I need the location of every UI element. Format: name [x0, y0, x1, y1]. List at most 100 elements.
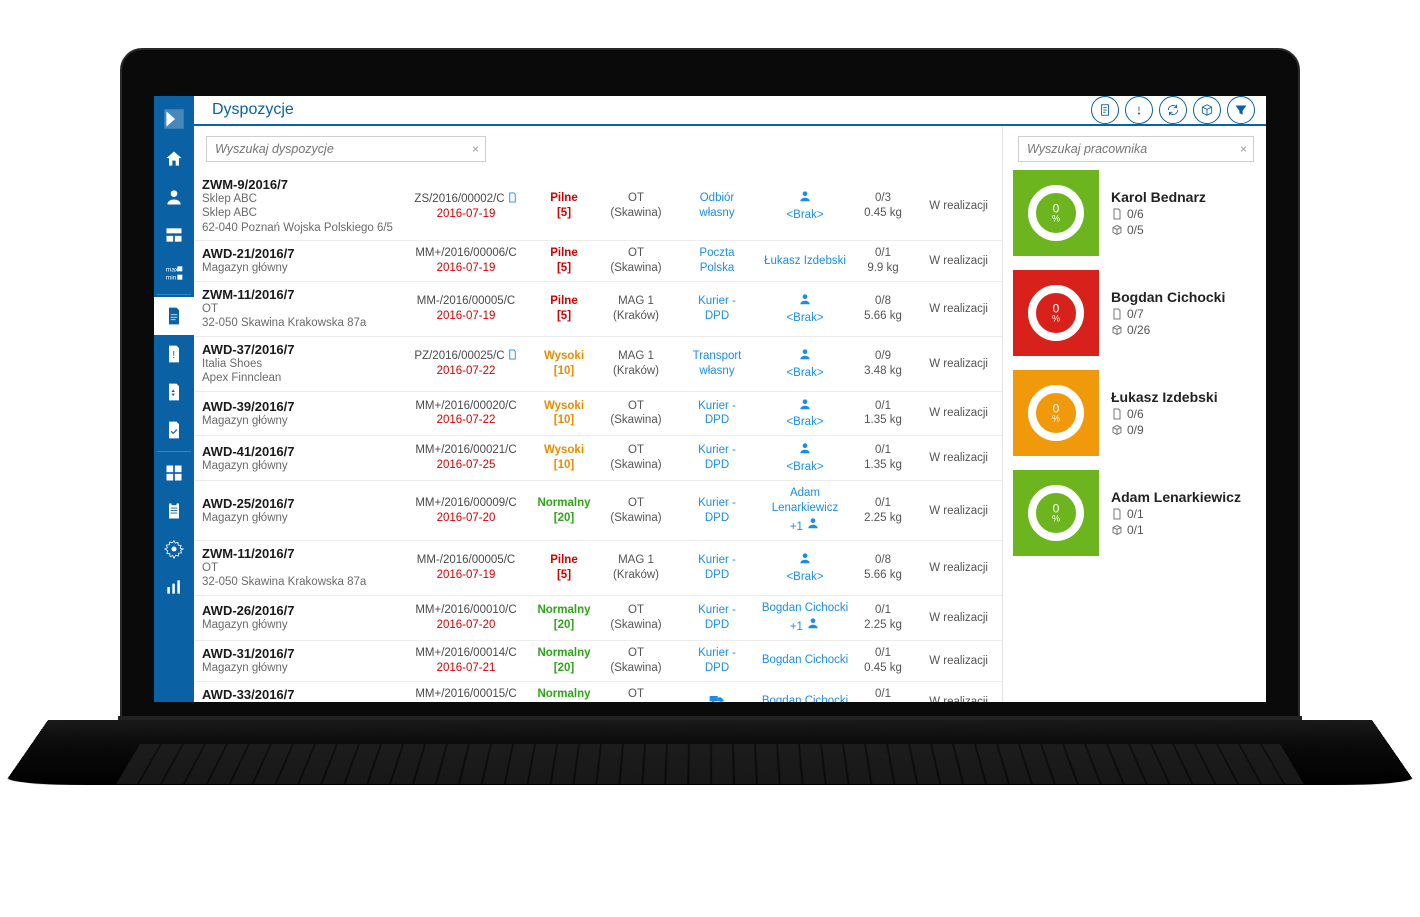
- quantity: 0/19.9 kg: [854, 246, 912, 276]
- disposition-search-input[interactable]: [207, 137, 485, 161]
- header-btn-refresh[interactable]: [1159, 96, 1187, 124]
- source-document: MM+/2016/00015/C 2016-07-21: [402, 687, 530, 702]
- page-header: Dyspozycje: [194, 96, 1266, 126]
- worker-info: Adam Lenarkiewicz 0/1 0/1: [1111, 489, 1241, 537]
- assigned-worker: Bogdan Cichocki: [760, 694, 850, 702]
- assigned-worker: <Brak>: [760, 397, 850, 431]
- header-btn-alert[interactable]: [1125, 96, 1153, 124]
- worker-card[interactable]: 0% Adam Lenarkiewicz 0/1 0/1: [1013, 470, 1259, 556]
- header-btn-box[interactable]: [1193, 96, 1221, 124]
- source-document: MM+/2016/00020/C 2016-07-22: [402, 399, 530, 429]
- priority-badge: Normalny[20]: [534, 646, 594, 676]
- assigned-worker: <Brak>: [760, 441, 850, 475]
- sidebar-item-grid[interactable]: [154, 454, 194, 492]
- disposition-row[interactable]: AWD-26/2016/7 Magazyn główny MM+/2016/00…: [194, 596, 1002, 641]
- worker-boxes-stat: 0/5: [1111, 223, 1206, 237]
- sidebar-item-minmax[interactable]: maxmin: [154, 254, 194, 292]
- disposition-row[interactable]: AWD-39/2016/7 Magazyn główny MM+/2016/00…: [194, 392, 1002, 437]
- quantity: 0/85.66 kg: [854, 294, 912, 324]
- header-btn-document[interactable]: [1091, 96, 1119, 124]
- sidebar-item-settings[interactable]: [154, 530, 194, 568]
- source-document: MM+/2016/00021/C 2016-07-25: [402, 443, 530, 473]
- sidebar-item-user[interactable]: [154, 178, 194, 216]
- sidebar-item-doc-check[interactable]: [154, 411, 194, 449]
- disposition-row[interactable]: AWD-31/2016/7 Magazyn główny MM+/2016/00…: [194, 641, 1002, 682]
- header-btn-filter[interactable]: [1227, 96, 1255, 124]
- disposition-row[interactable]: AWD-33/2016/7 Magazyn główny MM+/2016/00…: [194, 682, 1002, 702]
- quantity: 0/30.45 kg: [854, 191, 912, 221]
- shipping-method: Transportwłasny: [678, 349, 756, 379]
- status: W realizacji: [916, 655, 992, 667]
- sidebar-divider: [157, 294, 191, 295]
- worker-name: Adam Lenarkiewicz: [1111, 489, 1241, 505]
- header-actions: [1091, 96, 1255, 124]
- source-document: MM+/2016/00010/C 2016-07-20: [402, 603, 530, 633]
- app-screen: maxmin ! Dyspozycje: [154, 96, 1266, 702]
- disposition-row[interactable]: AWD-25/2016/7 Magazyn główny MM+/2016/00…: [194, 481, 1002, 541]
- worker-progress-tile: 0%: [1013, 470, 1099, 556]
- disposition-id: AWD-33/2016/7 Magazyn główny: [202, 687, 398, 702]
- sidebar-item-home[interactable]: [154, 140, 194, 178]
- worker-boxes-stat: 0/9: [1111, 423, 1218, 437]
- assigned-worker: Łukasz Izdebski: [760, 254, 850, 269]
- worker-search[interactable]: ×: [1018, 136, 1254, 162]
- disposition-id: AWD-21/2016/7 Magazyn główny: [202, 246, 398, 275]
- worker-card[interactable]: 0% Karol Bednarz 0/6 0/5: [1013, 170, 1259, 256]
- sidebar-nav: maxmin !: [154, 96, 194, 702]
- sidebar-item-dashboard[interactable]: [154, 216, 194, 254]
- sidebar-item-doc-arrow[interactable]: [154, 373, 194, 411]
- status: W realizacji: [916, 612, 992, 624]
- dispositions-list[interactable]: ZWM-9/2016/7 Sklep ABCSklep ABC62-040 Po…: [194, 172, 1002, 702]
- priority-badge: Pilne[5]: [534, 294, 594, 324]
- shipping-method: Kurier -DPD: [678, 603, 756, 633]
- worker-card[interactable]: 0% Łukasz Izdebski 0/6 0/9: [1013, 370, 1259, 456]
- sidebar-item-clipboard[interactable]: [154, 492, 194, 530]
- warehouse: OT(Skawina): [598, 443, 674, 473]
- quantity: 0/10.45 kg: [854, 646, 912, 676]
- worker-name: Bogdan Cichocki: [1111, 289, 1225, 305]
- worker-info: Karol Bednarz 0/6 0/5: [1111, 189, 1206, 237]
- shipping-method: Kurier -DPD: [678, 443, 756, 473]
- priority-badge: Wysoki[10]: [534, 399, 594, 429]
- warehouse: MAG 1(Kraków): [598, 349, 674, 379]
- worker-card[interactable]: 0% Bogdan Cichocki 0/7 0/26: [1013, 270, 1259, 356]
- shipping-method: Odbiórwłasny: [678, 191, 756, 221]
- warehouse: OT(Skawina): [598, 496, 674, 526]
- clear-search-icon[interactable]: ×: [472, 142, 479, 156]
- shipping-method: Kurier -DPD: [678, 553, 756, 583]
- status: W realizacji: [916, 452, 992, 464]
- disposition-row[interactable]: AWD-21/2016/7 Magazyn główny MM+/2016/00…: [194, 241, 1002, 282]
- quantity: 0/11.35 kg: [854, 443, 912, 473]
- sidebar-item-doc-alert[interactable]: !: [154, 335, 194, 373]
- assigned-worker: <Brak>: [760, 189, 850, 223]
- assigned-worker: <Brak>: [760, 551, 850, 585]
- sidebar-item-chart[interactable]: [154, 568, 194, 606]
- disposition-row[interactable]: AWD-41/2016/7 Magazyn główny MM+/2016/00…: [194, 436, 1002, 481]
- disposition-row[interactable]: ZWM-11/2016/7 OT32-050 Skawina Krakowska…: [194, 282, 1002, 337]
- disposition-row[interactable]: ZWM-11/2016/7 OT32-050 Skawina Krakowska…: [194, 541, 1002, 596]
- status: W realizacji: [916, 505, 992, 517]
- disposition-row[interactable]: ZWM-9/2016/7 Sklep ABCSklep ABC62-040 Po…: [194, 172, 1002, 241]
- shipping-method: Kurier -DPD: [678, 646, 756, 676]
- disposition-search[interactable]: ×: [206, 136, 486, 162]
- priority-badge: Pilne[5]: [534, 191, 594, 221]
- svg-text:!: !: [172, 350, 175, 361]
- source-document: PZ/2016/00025/C 2016-07-22: [402, 348, 530, 379]
- worker-progress-tile: 0%: [1013, 270, 1099, 356]
- worker-docs-stat: 0/7: [1111, 307, 1225, 321]
- shipping-method: Kurier -DPD: [678, 294, 756, 324]
- laptop-mockup: maxmin ! Dyspozycje: [0, 0, 1420, 917]
- disposition-row[interactable]: AWD-37/2016/7 Italia ShoesApex Finnclean…: [194, 337, 1002, 392]
- status: W realizacji: [916, 358, 992, 370]
- workers-list[interactable]: 0% Karol Bednarz 0/6 0/5 0% Bogdan Cicho…: [1003, 170, 1266, 566]
- assigned-worker: Adam Lenarkiewicz+1: [760, 486, 850, 535]
- worker-docs-stat: 0/6: [1111, 407, 1218, 421]
- worker-search-input[interactable]: [1019, 137, 1253, 161]
- clear-worker-search-icon[interactable]: ×: [1240, 142, 1247, 156]
- assigned-worker: <Brak>: [760, 347, 850, 381]
- laptop-keyboard: [116, 744, 1304, 784]
- sidebar-item-document[interactable]: [154, 297, 194, 335]
- shipping-method: [678, 692, 756, 702]
- warehouse: OT(Skawina): [598, 399, 674, 429]
- priority-badge: Normalny[20]: [534, 496, 594, 526]
